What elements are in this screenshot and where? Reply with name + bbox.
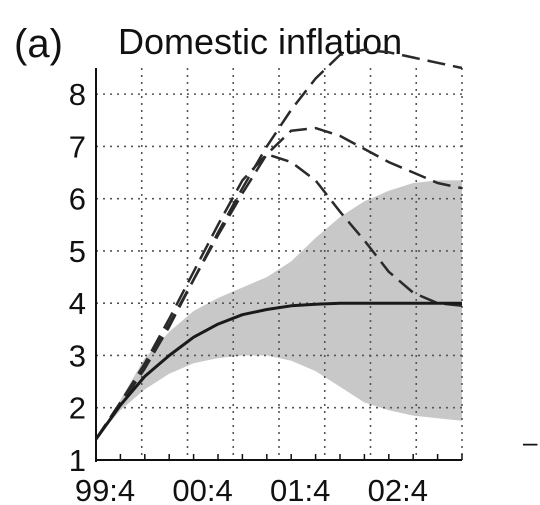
x-tick-label: 00:4 [172,473,232,505]
dashed-path-1 [94,48,463,440]
chart-title: Domestic inflation [118,21,402,62]
y-tick-label: 4 [69,286,86,321]
dashed-path-2 [94,126,463,440]
uncertainty-band [96,180,462,440]
y-tick-label: 2 [69,391,86,426]
x-tick-label: 99:4 [75,473,135,505]
dashed-path-3 [94,152,463,440]
side-mark: – [523,427,538,457]
plot-area: 1 2 3 4 5 6 7 8 99:4 00:4 01:4 02:4 [69,48,463,505]
y-tick-label: 8 [69,77,86,112]
median-line [94,301,462,440]
panel-label: (a) [14,22,63,66]
y-tick-label: 7 [69,129,86,164]
y-tick-label: 6 [69,182,86,217]
x-tick-label: 02:4 [368,473,428,505]
x-tick-label: 01:4 [270,473,330,505]
y-tick-label: 3 [69,338,86,373]
y-tick-label: 5 [69,234,86,269]
y-tick-label: 1 [69,443,86,478]
